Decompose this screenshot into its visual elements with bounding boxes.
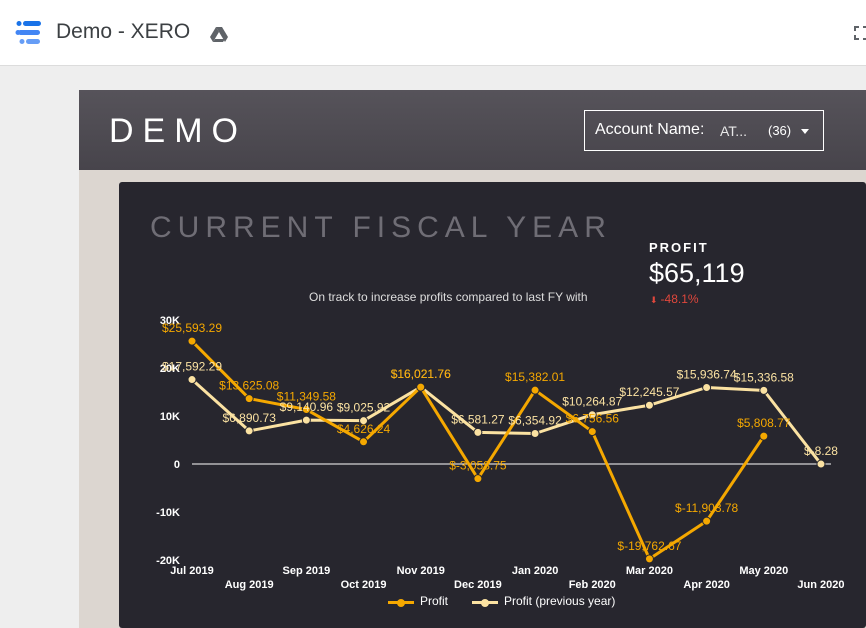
data-label-profit-previous-year: $-8.28	[804, 444, 838, 458]
section-title: CURRENT FISCAL YEAR	[150, 211, 612, 244]
data-point-profit-previous-year	[702, 383, 712, 393]
legend-swatch-profit-previous-year	[472, 599, 498, 607]
fiscal-year-panel	[119, 182, 866, 628]
data-point-profit	[359, 437, 369, 447]
data-label-profit: $-11,903.78	[675, 501, 738, 515]
x-tick-label: Nov 2019	[397, 565, 445, 577]
x-tick-label: Jul 2019	[170, 565, 213, 577]
caret-down-icon[interactable]	[801, 129, 809, 134]
data-point-profit	[587, 427, 597, 437]
data-label-profit: $25,593.29	[162, 321, 222, 335]
data-label-profit: $15,382.01	[505, 370, 565, 384]
account-name-filter[interactable]: Account Name: AT... (36)	[584, 110, 824, 151]
legend-label-profit: Profit	[420, 594, 449, 608]
x-tick-label: Aug 2019	[225, 579, 274, 591]
data-point-profit	[759, 431, 769, 441]
kpi-delta-value: -48.1%	[660, 292, 699, 306]
data-label-profit-previous-year: $9,025.92	[337, 401, 391, 415]
data-point-profit-previous-year	[759, 385, 769, 395]
data-point-profit-previous-year	[530, 428, 540, 438]
app-title: Demo - XERO	[56, 20, 191, 43]
top-bar: Demo - XERO	[0, 0, 866, 66]
data-label-profit-previous-year: $16,021.76	[391, 367, 451, 381]
data-label-profit: $11,349.58	[277, 390, 336, 404]
data-point-profit	[644, 554, 654, 564]
data-point-profit-previous-year	[359, 416, 369, 426]
data-label-profit-previous-year: $6,354.92	[508, 413, 562, 427]
data-label-profit-previous-year: $17,592.29	[162, 360, 222, 374]
y-tick-label: 10K	[160, 411, 180, 423]
data-point-profit-previous-year	[244, 426, 254, 436]
data-label-profit: $5,808.77	[737, 416, 791, 430]
y-tick-label: 0	[174, 459, 180, 471]
fullscreen-icon[interactable]	[854, 26, 866, 40]
y-tick-label: -20K	[156, 555, 180, 567]
data-label-profit-previous-year: $15,936.74	[677, 368, 737, 382]
filter-label: Account Name:	[595, 121, 705, 138]
x-tick-label: Jan 2020	[512, 565, 558, 577]
y-tick-label: 20K	[160, 363, 180, 375]
data-point-profit	[187, 336, 197, 346]
data-point-profit	[530, 385, 540, 395]
x-tick-label: Mar 2020	[626, 565, 673, 577]
data-point-profit-previous-year	[187, 375, 197, 385]
data-label-profit-previous-year: $12,245.57	[619, 385, 679, 399]
kpi-value: $65,119	[649, 258, 745, 288]
data-label-profit: $-19,762.67	[617, 539, 681, 553]
x-tick-label: Oct 2019	[341, 579, 387, 591]
x-tick-label: Dec 2019	[454, 579, 502, 591]
legend-label-profit-previous-year: Profit (previous year)	[504, 594, 616, 608]
data-label-profit-previous-year: $9,140.96	[280, 400, 334, 414]
x-tick-label: Apr 2020	[683, 579, 729, 591]
data-label-profit-previous-year: $15,336.58	[734, 370, 794, 384]
data-point-profit	[301, 405, 311, 415]
data-point-profit	[416, 382, 426, 392]
legend-swatch-profit	[388, 599, 414, 607]
data-label-profit: $4,626.24	[337, 422, 391, 436]
kpi-delta: ⬇ -48.1%	[650, 292, 699, 306]
data-point-profit-previous-year	[473, 427, 483, 437]
x-tick-label: Feb 2020	[569, 579, 616, 591]
data-point-profit	[244, 394, 254, 404]
data-studio-logo-icon[interactable]	[14, 19, 44, 47]
y-tick-label: -10K	[156, 507, 180, 519]
section-subtitle: On track to increase profits compared to…	[309, 290, 588, 304]
legend-dot-profit-previous-year	[481, 599, 489, 607]
x-tick-label: May 2020	[739, 565, 788, 577]
data-point-profit-previous-year	[644, 400, 654, 410]
data-label-profit-previous-year: $10,264.87	[562, 395, 622, 409]
x-tick-label: Sep 2019	[283, 565, 331, 577]
data-label-profit: $-3,058.75	[449, 459, 507, 473]
data-label-profit-previous-year: $6,890.73	[222, 411, 276, 425]
data-point-profit-previous-year	[816, 459, 826, 469]
google-drive-icon[interactable]	[210, 26, 228, 42]
data-point-profit-previous-year	[587, 410, 597, 420]
filter-value: AT...	[720, 123, 747, 139]
arrow-down-icon: ⬇	[650, 295, 658, 305]
data-label-profit: $16,021.76	[391, 367, 451, 381]
data-label-profit-previous-year: $6,581.27	[451, 412, 505, 426]
filter-count: (36)	[768, 123, 792, 138]
report-header	[79, 90, 866, 170]
kpi-label: PROFIT	[649, 240, 709, 255]
legend-dot-profit	[397, 599, 405, 607]
data-point-profit	[473, 474, 483, 484]
data-label-profit: $13,625.08	[219, 379, 279, 393]
report-title: DEMO	[109, 112, 247, 150]
data-point-profit-previous-year	[301, 415, 311, 425]
data-point-profit	[702, 516, 712, 526]
data-label-profit: $6,756.56	[566, 412, 620, 426]
x-tick-label: Jun 2020	[797, 579, 844, 591]
y-tick-label: 30K	[160, 315, 180, 327]
